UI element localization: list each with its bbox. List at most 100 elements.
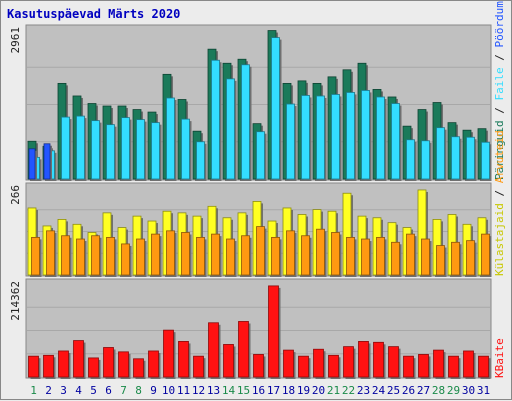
x-tick-label: 20: [312, 384, 325, 397]
bar-kbytes-body: [118, 351, 129, 378]
bar-sites-body: [286, 230, 295, 276]
x-tick-label: 26: [402, 384, 415, 397]
bar-files-body: [256, 131, 265, 180]
bar-kbytes-body: [343, 346, 354, 378]
panel-top: 2961 Päringuid / Faile / Pöördumisi: [9, 1, 506, 182]
bar-kbytes: [448, 355, 461, 379]
x-tick-label: 15: [237, 384, 250, 397]
bar-files: [451, 136, 462, 181]
bar-kbytes: [478, 355, 491, 379]
x-tick-label: 23: [357, 384, 370, 397]
legend-item: Faile: [493, 67, 506, 100]
bar-sites-body: [241, 235, 250, 276]
bar-files-body: [271, 37, 280, 180]
x-tick-label: 10: [162, 384, 175, 397]
bar-files-body: [121, 117, 130, 180]
x-tick-label: 12: [192, 384, 205, 397]
panel-top-ymax-label: 2961: [9, 27, 22, 54]
bar-kbytes-body: [163, 329, 174, 378]
bar-files: [241, 64, 252, 181]
bar-kbytes: [418, 354, 431, 379]
bar-sites: [406, 233, 417, 277]
bar-sites-body: [256, 226, 265, 276]
bar-kbytes: [403, 355, 416, 379]
bar-files-body: [451, 136, 460, 180]
bar-kbytes: [133, 358, 146, 379]
bar-files: [331, 94, 342, 181]
bar-sites-body: [226, 238, 235, 276]
bar-kbytes: [433, 349, 446, 379]
bar-hits-body: [43, 143, 51, 180]
bar-kbytes: [223, 344, 236, 379]
bar-kbytes-body: [268, 285, 279, 378]
bar-files-body: [181, 118, 190, 180]
bar-sites-body: [271, 236, 280, 276]
bar-hits-body: [28, 148, 36, 180]
bar-sites-body: [391, 241, 400, 276]
bar-sites: [241, 235, 252, 277]
bar-sites-body: [136, 238, 145, 276]
bar-files-body: [91, 120, 100, 180]
bar-sites: [331, 232, 342, 277]
bar-files-body: [436, 127, 445, 180]
bar-kbytes-body: [418, 354, 429, 378]
bar-files: [436, 127, 447, 181]
bar-hits: [28, 148, 37, 181]
bar-files: [106, 124, 117, 181]
legend-item: KBaite: [493, 338, 506, 378]
x-tick-label: 16: [252, 384, 265, 397]
bar-files-body: [241, 64, 250, 180]
bar-kbytes: [28, 355, 41, 379]
panel-bottom: 214362 KBaite: [9, 278, 506, 379]
bar-hits: [43, 143, 52, 181]
bar-kbytes-body: [478, 355, 489, 378]
x-tick-label: 7: [120, 384, 127, 397]
bar-files: [316, 95, 327, 181]
bar-kbytes-body: [403, 355, 414, 378]
x-tick-label: 17: [267, 384, 280, 397]
bar-sites-body: [316, 228, 325, 276]
bar-sites: [181, 232, 192, 277]
bar-sites-body: [346, 236, 355, 276]
x-tick-label: 13: [207, 384, 220, 397]
x-tick-label: 30: [462, 384, 475, 397]
bar-kbytes-body: [178, 341, 189, 378]
bar-files-body: [466, 136, 475, 180]
bar-kbytes: [388, 346, 401, 379]
bar-kbytes-body: [133, 358, 144, 378]
bar-files-body: [196, 141, 205, 180]
bar-files: [211, 59, 222, 181]
bar-kbytes: [178, 341, 191, 379]
bar-kbytes-body: [358, 341, 369, 378]
bar-kbytes-body: [73, 340, 84, 378]
bar-kbytes: [148, 350, 161, 379]
bar-sites-body: [331, 232, 340, 276]
bar-sites: [376, 236, 387, 277]
bar-sites-body: [46, 230, 55, 276]
bar-files-body: [406, 139, 415, 180]
bar-sites-body: [466, 240, 475, 276]
legend-item: Pöördumisi: [493, 1, 506, 48]
bar-sites-body: [196, 236, 205, 276]
bar-files: [121, 117, 132, 181]
legend-item: Külastajaid: [493, 203, 506, 276]
bar-kbytes: [328, 354, 341, 379]
x-tick-label: 18: [282, 384, 295, 397]
x-tick-label: 29: [447, 384, 460, 397]
x-tick-label: 24: [372, 384, 386, 397]
bar-sites-body: [91, 235, 100, 276]
bar-files-body: [211, 59, 220, 180]
bar-sites-body: [361, 238, 370, 276]
bar-sites: [346, 236, 357, 277]
panel-bottom-legend: KBaite: [493, 338, 506, 378]
bar-sites-body: [151, 233, 160, 276]
bar-sites: [91, 235, 102, 277]
bar-kbytes-body: [103, 347, 114, 378]
bar-sites-body: [121, 243, 130, 276]
bar-files: [181, 118, 192, 181]
bar-kbytes-body: [373, 341, 384, 378]
bar-files: [271, 37, 282, 181]
bar-kbytes-body: [463, 350, 474, 378]
bar-files: [361, 90, 372, 181]
